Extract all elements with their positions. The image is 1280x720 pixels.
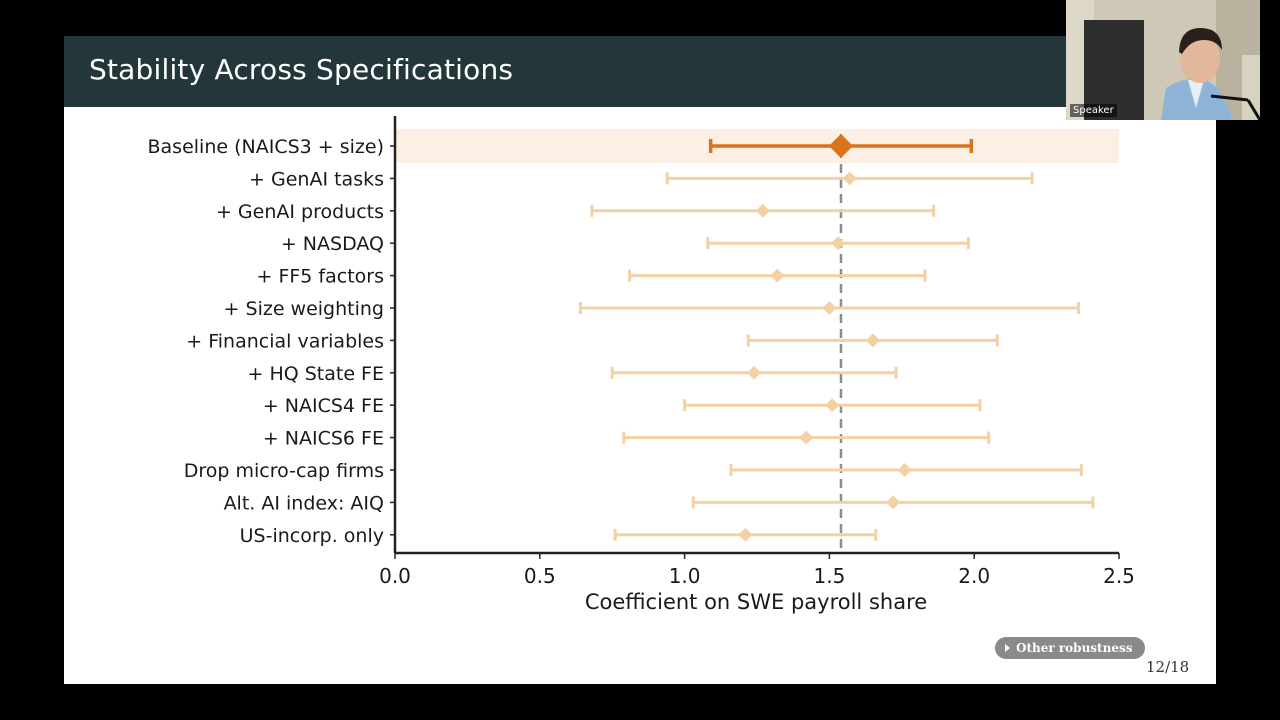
- estimate-diamond: [770, 268, 785, 283]
- y-tick-label: + NASDAQ: [281, 233, 384, 255]
- y-tick-label: Baseline (NAICS3 + size): [148, 136, 385, 158]
- x-axis-label: Coefficient on SWE payroll share: [585, 590, 927, 614]
- y-tick-label: + Financial variables: [186, 330, 384, 352]
- play-triangle-icon: [1005, 644, 1010, 652]
- x-tick-label: 2.0: [958, 564, 990, 588]
- y-tick-label: + GenAI products: [216, 201, 384, 223]
- speaker-video-image: [1066, 0, 1260, 120]
- estimate-diamond: [828, 134, 853, 158]
- y-tick-label: + HQ State FE: [247, 363, 384, 385]
- y-tick-label: + NAICS6 FE: [263, 428, 384, 450]
- estimate-diamond: [825, 398, 840, 413]
- page-number: 12/18: [1146, 658, 1190, 676]
- estimate-diamond: [755, 203, 770, 218]
- y-tick-label: + NAICS4 FE: [263, 395, 384, 417]
- estimate-diamond: [831, 236, 846, 251]
- y-tick-label: Alt. AI index: AIQ: [224, 492, 384, 514]
- y-tick-label: + GenAI tasks: [249, 168, 384, 190]
- y-tick-label: + FF5 factors: [256, 266, 384, 288]
- y-tick-label: Drop micro-cap firms: [184, 460, 384, 482]
- estimate-diamond: [897, 463, 912, 477]
- other-robustness-label: Other robustness: [1016, 641, 1133, 655]
- slide-header: Stability Across Specifications: [64, 36, 1216, 107]
- estimate-diamond: [865, 333, 880, 348]
- x-tick-label: 0.0: [379, 564, 411, 588]
- x-tick-label: 1.5: [813, 564, 845, 588]
- estimate-diamond: [842, 171, 857, 186]
- y-tick-label: + Size weighting: [224, 298, 384, 320]
- slide: Stability Across Specifications Baseline…: [64, 36, 1216, 684]
- estimate-diamond: [822, 301, 837, 315]
- x-tick-label: 1.0: [669, 564, 701, 588]
- estimate-diamond: [747, 365, 762, 380]
- speaker-label: Speaker: [1070, 104, 1117, 117]
- other-robustness-button[interactable]: Other robustness: [995, 637, 1145, 659]
- speaker-video-tile: Speaker: [1066, 0, 1260, 120]
- estimate-diamond: [886, 495, 901, 510]
- zoom-watermark: zoom: [1166, 676, 1216, 684]
- estimate-diamond: [738, 527, 753, 542]
- x-tick-label: 0.5: [524, 564, 556, 588]
- slide-title: Stability Across Specifications: [89, 53, 514, 86]
- y-tick-label: US-incorp. only: [240, 525, 384, 547]
- coefficient-plot: Baseline (NAICS3 + size) + GenAI tasks + G…: [148, 116, 1135, 614]
- estimate-diamond: [799, 430, 814, 445]
- x-tick-label: 2.5: [1103, 564, 1135, 588]
